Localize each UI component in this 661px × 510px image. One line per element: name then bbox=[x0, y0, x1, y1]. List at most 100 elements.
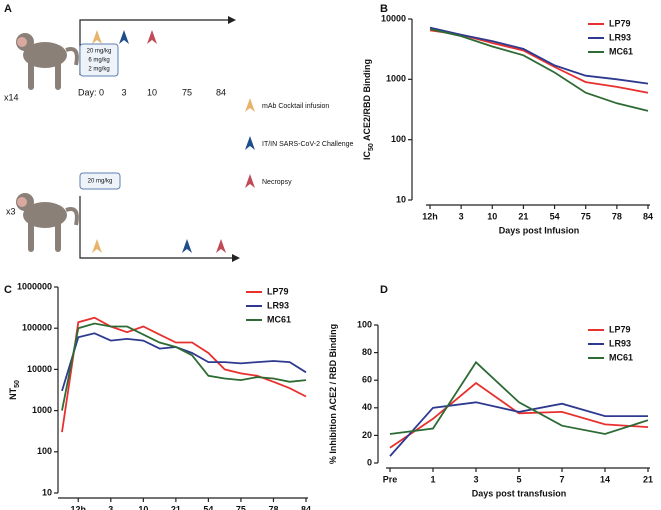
x-axis-label: Days post transfusion bbox=[472, 488, 567, 498]
dose: 2 mg/kg bbox=[88, 67, 109, 73]
x-tick-label: 78 bbox=[268, 504, 278, 510]
x-tick-label: 7 bbox=[559, 474, 564, 484]
y-label-sub: 50 bbox=[14, 380, 21, 388]
infusion-marker bbox=[92, 30, 102, 44]
y-tick-label: 100000 bbox=[22, 323, 52, 333]
challenge-marker bbox=[182, 239, 192, 253]
panel-label: A bbox=[4, 3, 12, 15]
x-tick-label: 21 bbox=[643, 474, 653, 484]
legend-label: LR93 bbox=[267, 300, 289, 310]
series-line bbox=[389, 360, 649, 435]
day-label: 3 bbox=[121, 87, 126, 97]
arrow-head bbox=[228, 16, 236, 24]
x-tick-label: 14 bbox=[600, 474, 610, 484]
y-tick-label: 10000 bbox=[381, 13, 406, 23]
day-label: Day: 0 bbox=[78, 87, 104, 97]
y-tick-label: 10 bbox=[42, 487, 52, 497]
legend-text: IT/IN SARS-CoV-2 Challenge bbox=[262, 141, 354, 148]
y-tick-label: 10 bbox=[396, 194, 406, 204]
legend-label: LR93 bbox=[609, 32, 631, 42]
y-tick-label: 1000000 bbox=[17, 281, 52, 291]
panel-label: D bbox=[380, 284, 388, 296]
series-line bbox=[61, 332, 307, 392]
series-line bbox=[389, 381, 649, 449]
x-tick-label: 10 bbox=[487, 211, 497, 221]
x-tick-label: 54 bbox=[203, 504, 213, 510]
x-tick-label: Pre bbox=[383, 474, 398, 484]
legend-marker bbox=[245, 174, 255, 188]
day-label: 75 bbox=[182, 87, 192, 97]
dose-box bbox=[79, 172, 121, 190]
x-tick-label: 75 bbox=[236, 504, 246, 510]
legend-label: LP79 bbox=[609, 324, 631, 334]
group-size: x3 bbox=[6, 206, 16, 216]
series-line bbox=[61, 316, 307, 433]
x-tick-label: 78 bbox=[612, 211, 622, 221]
timeline bbox=[79, 196, 232, 259]
y-tick-label: 100 bbox=[391, 134, 406, 144]
x-tick-label: 12h bbox=[422, 211, 438, 221]
legend-label: MC61 bbox=[609, 352, 633, 362]
infusion-marker bbox=[92, 239, 102, 253]
arrow-head bbox=[232, 254, 240, 262]
x-tick-label: 5 bbox=[516, 474, 521, 484]
y-label-text: % Inhibition ACE2 / RBD Binding bbox=[328, 324, 338, 464]
day-label: 84 bbox=[216, 87, 226, 97]
y-label-sub: 50 bbox=[368, 143, 375, 151]
y-tick-label: 60 bbox=[362, 375, 372, 385]
y-tick-label: 1000 bbox=[386, 74, 406, 84]
y-tick-label: 10000 bbox=[27, 364, 52, 374]
series-line bbox=[61, 322, 307, 411]
y-axis-label: % Inhibition ACE2 / RBD Binding bbox=[328, 324, 338, 464]
legend-text: Necropsy bbox=[262, 179, 292, 186]
necropsy-marker bbox=[147, 30, 157, 44]
dose-box bbox=[79, 43, 119, 77]
x-tick-label: 75 bbox=[581, 211, 591, 221]
monkey-icon bbox=[16, 33, 79, 90]
legend-label: MC61 bbox=[609, 46, 633, 56]
y-axis-label: NT50 bbox=[8, 380, 20, 400]
x-tick-label: 84 bbox=[643, 211, 653, 221]
x-axis-label: Days post Infusion bbox=[499, 225, 580, 235]
y-label-text: ACE2/RBD Binding bbox=[362, 59, 372, 143]
x-tick-label: 84 bbox=[301, 504, 311, 510]
y-tick-label: 100 bbox=[37, 446, 52, 456]
y-tick-label: 0 bbox=[367, 457, 372, 467]
necropsy-marker bbox=[216, 239, 226, 253]
series-line bbox=[429, 26, 649, 85]
legend-marker bbox=[245, 98, 255, 112]
legend-label: MC61 bbox=[267, 314, 291, 324]
panel-label: B bbox=[380, 3, 388, 15]
dose: 6 mg/kg bbox=[88, 58, 109, 64]
series-line bbox=[429, 28, 649, 112]
day-label: 10 bbox=[147, 87, 157, 97]
legend-label: LR93 bbox=[609, 338, 631, 348]
y-label-text: NT bbox=[8, 387, 18, 399]
y-tick-label: 20 bbox=[362, 430, 372, 440]
legend-text: mAb Cocktail infusion bbox=[262, 103, 329, 110]
x-tick-label: 54 bbox=[550, 211, 560, 221]
y-tick-label: 100 bbox=[357, 319, 372, 329]
legend-label: LP79 bbox=[609, 18, 631, 28]
x-tick-label: 3 bbox=[473, 474, 478, 484]
x-tick-label: 1 bbox=[430, 474, 435, 484]
y-label-text: IC bbox=[362, 150, 372, 160]
x-tick-label: 12h bbox=[71, 504, 87, 510]
x-tick-label: 3 bbox=[108, 504, 113, 510]
legend-label: LP79 bbox=[267, 286, 289, 296]
series-line bbox=[389, 401, 648, 457]
legend-marker bbox=[245, 136, 255, 150]
dose: 20 mg/kg bbox=[88, 179, 113, 185]
x-tick-label: 10 bbox=[138, 504, 148, 510]
y-tick-label: 40 bbox=[362, 402, 372, 412]
y-axis-label: IC50 ACE2/RBD Binding bbox=[362, 59, 374, 160]
x-tick-label: 3 bbox=[459, 211, 464, 221]
x-tick-label: 21 bbox=[171, 504, 181, 510]
x-tick-label: 21 bbox=[518, 211, 528, 221]
challenge-marker bbox=[119, 30, 129, 44]
monkey-icon bbox=[16, 193, 79, 252]
dose: 20 mg/kg bbox=[87, 49, 112, 55]
y-tick-label: 80 bbox=[362, 347, 372, 357]
y-tick-label: 1000 bbox=[32, 405, 52, 415]
group-size: x14 bbox=[4, 92, 19, 102]
